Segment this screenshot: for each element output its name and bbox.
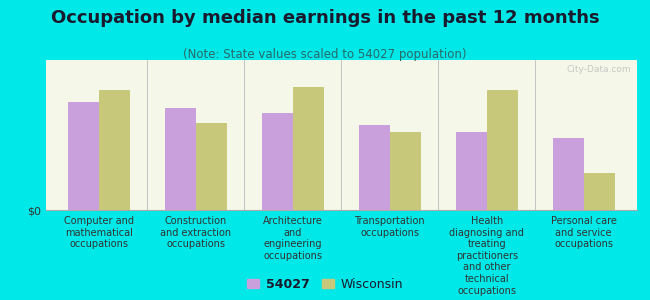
Text: Health
diagnosing and
treating
practitioners
and other
technical
occupations: Health diagnosing and treating practitio… — [449, 216, 524, 296]
Bar — [390, 132, 421, 210]
Text: City-Data.com: City-Data.com — [566, 64, 631, 74]
Bar — [584, 172, 615, 210]
Text: Occupation by median earnings in the past 12 months: Occupation by median earnings in the pas… — [51, 9, 599, 27]
Text: Architecture
and
engineering
occupations: Architecture and engineering occupations — [263, 216, 322, 261]
Text: Personal care
and service
occupations: Personal care and service occupations — [551, 216, 617, 249]
Bar — [487, 90, 518, 210]
Bar — [164, 108, 196, 210]
Bar — [359, 124, 390, 210]
Legend: 54027, Wisconsin: 54027, Wisconsin — [247, 278, 403, 291]
Bar — [262, 112, 292, 210]
Text: (Note: State values scaled to 54027 population): (Note: State values scaled to 54027 popu… — [183, 48, 467, 61]
Bar — [292, 87, 324, 210]
Text: Computer and
mathematical
occupations: Computer and mathematical occupations — [64, 216, 134, 249]
Bar — [68, 102, 99, 210]
Bar — [552, 138, 584, 210]
Bar — [99, 90, 130, 210]
Text: Construction
and extraction
occupations: Construction and extraction occupations — [161, 216, 231, 249]
Bar — [456, 132, 487, 210]
Text: Transportation
occupations: Transportation occupations — [354, 216, 425, 238]
Bar — [196, 123, 227, 210]
